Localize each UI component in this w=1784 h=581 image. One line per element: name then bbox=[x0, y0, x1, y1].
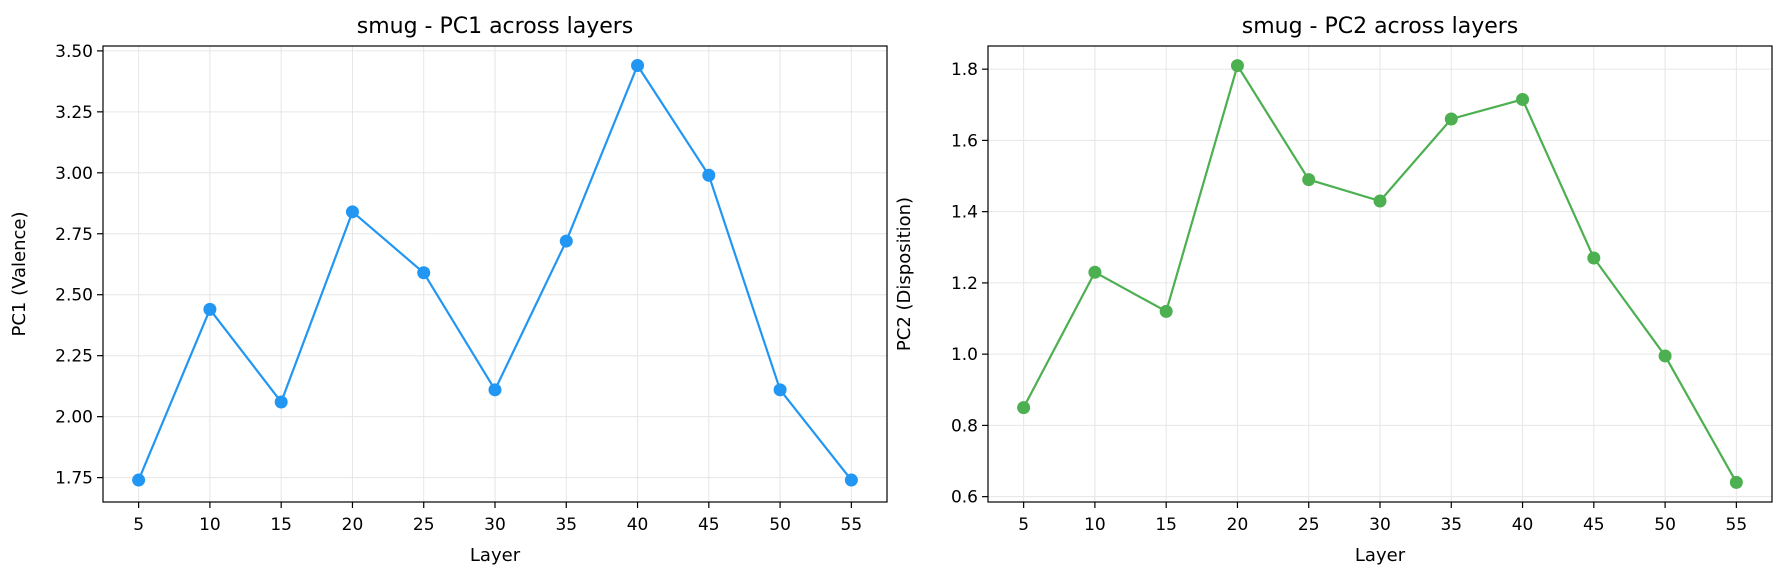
pc1-y-tick-label: 3.00 bbox=[55, 164, 93, 184]
pc2-x-tick-label: 50 bbox=[1654, 515, 1676, 535]
pc2-y-tick-label: 1.0 bbox=[951, 345, 978, 365]
pc1-ticks: 5 10 15 20 25 30 35 40 45 50 55 1.75 2.00 2.25 2.50 2.7… bbox=[55, 42, 862, 535]
pc1-y-axis-label: PC1 (Valence) bbox=[9, 211, 30, 336]
pc2-x-tick-label: 55 bbox=[1726, 515, 1748, 535]
pc1-y-tick-label: 2.50 bbox=[55, 286, 93, 306]
pc2-data-point bbox=[1516, 92, 1530, 106]
pc1-y-tick-label: 3.25 bbox=[55, 103, 93, 123]
pc1-x-tick-label: 20 bbox=[342, 515, 364, 535]
pc2-x-tick-label: 10 bbox=[1084, 515, 1106, 535]
pc2-y-tick-label: 1.8 bbox=[951, 60, 978, 80]
pc1-x-tick-label: 45 bbox=[698, 515, 720, 535]
pc1-data-point bbox=[844, 473, 858, 487]
pc2-x-tick-label: 25 bbox=[1298, 515, 1320, 535]
pc1-y-tick-label: 3.50 bbox=[55, 42, 93, 62]
pc1-points bbox=[132, 59, 858, 487]
pc2-chart-title: smug - PC2 across layers bbox=[1242, 14, 1519, 39]
pc1-y-tick-label: 2.00 bbox=[55, 408, 93, 428]
pc2-x-tick-label: 20 bbox=[1227, 515, 1249, 535]
pc2-data-point bbox=[1729, 475, 1743, 489]
pc1-x-tick-label: 40 bbox=[627, 515, 649, 535]
pc1-data-point bbox=[345, 205, 359, 219]
pc2-data-point bbox=[1088, 265, 1102, 279]
pc2-data-point bbox=[1159, 304, 1173, 318]
pc1-x-tick-label: 30 bbox=[484, 515, 506, 535]
pc1-data-point bbox=[132, 473, 146, 487]
pc1-grid bbox=[103, 46, 887, 502]
pc2-data-point bbox=[1302, 173, 1316, 187]
pc2-x-axis-label: Layer bbox=[1355, 545, 1406, 566]
pc2-points bbox=[1017, 59, 1743, 489]
pc1-data-point bbox=[488, 383, 502, 397]
pc1-x-tick-label: 50 bbox=[769, 515, 791, 535]
pc1-x-tick-label: 5 bbox=[133, 515, 144, 535]
pc2-ticks: 5 10 15 20 25 30 35 40 45 50 55 0.6 0.8 1.0 1.2 1.4 1.6 1… bbox=[951, 60, 1747, 535]
pc1-chart-title: smug - PC1 across layers bbox=[357, 14, 634, 39]
pc2-data-point bbox=[1444, 112, 1458, 126]
pc2-chart-panel: 5 10 15 20 25 30 35 40 45 50 55 0.6 0.8 1.0 1.2 1.4 1.6 1… bbox=[894, 14, 1773, 566]
pc1-data-point bbox=[559, 234, 573, 248]
pc1-data-point bbox=[702, 168, 716, 182]
pc2-y-tick-label: 0.8 bbox=[951, 416, 978, 436]
pc2-data-point bbox=[1373, 194, 1387, 208]
pc1-chart-panel: 5 10 15 20 25 30 35 40 45 50 55 1.75 2.00 2.25 2.50 2.7… bbox=[9, 14, 888, 566]
pc2-y-tick-label: 1.2 bbox=[951, 274, 978, 294]
pc2-x-tick-label: 35 bbox=[1440, 515, 1462, 535]
pc2-data-point bbox=[1587, 251, 1601, 265]
pc2-x-tick-label: 30 bbox=[1369, 515, 1391, 535]
pc1-y-tick-label: 2.75 bbox=[55, 225, 93, 245]
pc1-x-tick-label: 55 bbox=[841, 515, 863, 535]
pc1-x-tick-label: 15 bbox=[270, 515, 292, 535]
pc1-data-point bbox=[773, 383, 787, 397]
pc1-data-point bbox=[203, 302, 217, 316]
pc2-data-point bbox=[1658, 349, 1672, 363]
pc2-x-tick-label: 45 bbox=[1583, 515, 1605, 535]
pc1-data-point bbox=[631, 59, 645, 73]
pc2-y-tick-label: 1.4 bbox=[951, 203, 978, 223]
pc1-y-tick-label: 2.25 bbox=[55, 347, 93, 367]
pc1-x-tick-label: 10 bbox=[199, 515, 221, 535]
pc2-x-tick-label: 15 bbox=[1155, 515, 1177, 535]
pc2-y-axis-label: PC2 (Disposition) bbox=[894, 197, 915, 351]
pc2-x-tick-label: 5 bbox=[1018, 515, 1029, 535]
pc2-grid bbox=[988, 46, 1772, 502]
pc1-data-point bbox=[274, 395, 288, 409]
pc1-x-axis-label: Layer bbox=[470, 545, 521, 566]
pc1-y-tick-label: 1.75 bbox=[55, 469, 93, 489]
pc2-x-tick-label: 40 bbox=[1512, 515, 1534, 535]
pc1-x-tick-label: 35 bbox=[555, 515, 577, 535]
pc2-data-point bbox=[1230, 59, 1244, 73]
pc2-y-tick-label: 1.6 bbox=[951, 131, 978, 151]
pc2-y-tick-label: 0.6 bbox=[951, 488, 978, 508]
pc1-data-point bbox=[417, 266, 431, 280]
pc1-x-tick-label: 25 bbox=[413, 515, 435, 535]
pc2-data-point bbox=[1017, 401, 1031, 415]
